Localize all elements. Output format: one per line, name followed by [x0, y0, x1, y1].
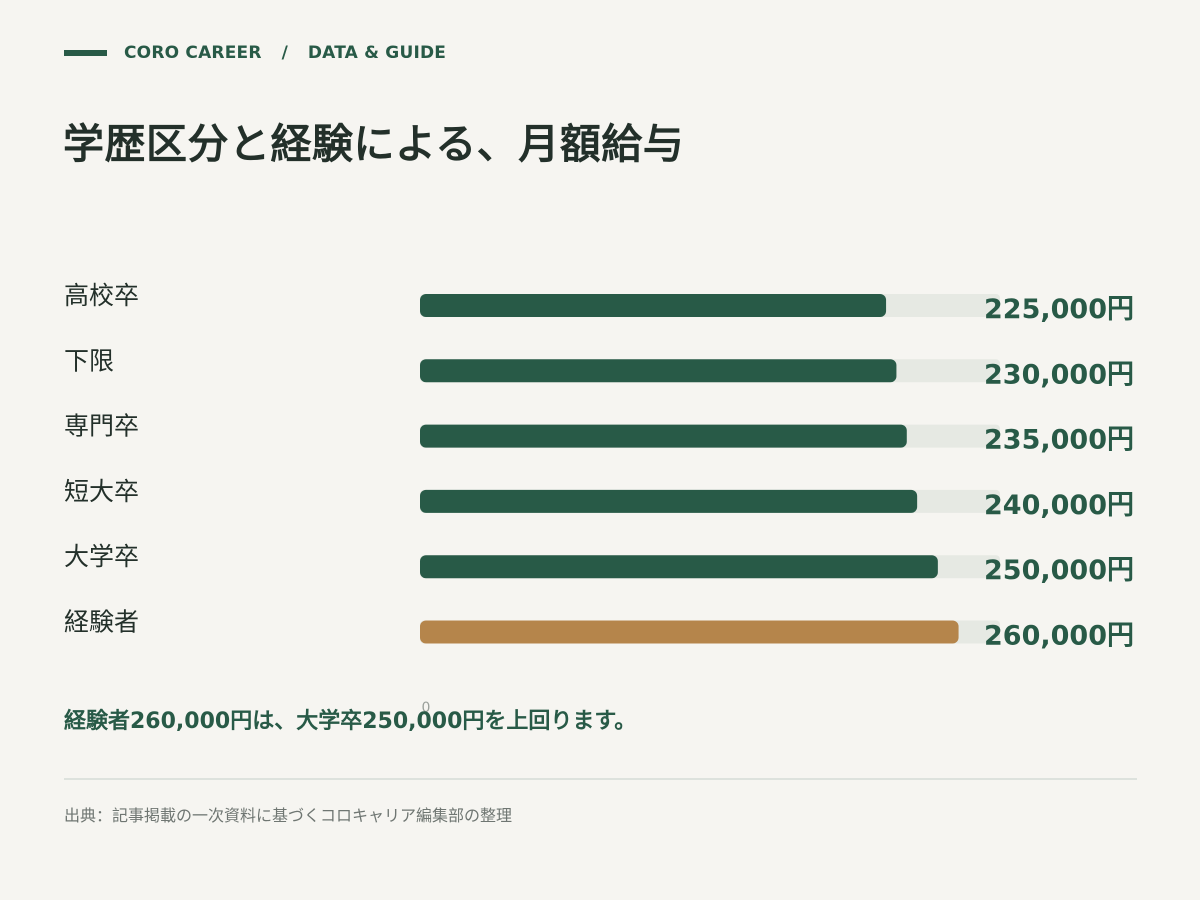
bar-4: [420, 489, 918, 513]
chart-note: 経験者260,000円は、大学卒250,000円を上回ります。: [64, 709, 637, 734]
divider: [64, 778, 1137, 780]
bar-1: [420, 294, 887, 317]
category-label: 経験者: [64, 608, 139, 637]
bar-2: [420, 359, 897, 383]
value-label: 260,000円: [984, 621, 1134, 652]
section-name: DATA & GUIDE: [307, 43, 447, 63]
category-label: 大学卒: [64, 542, 139, 571]
bar-5: [420, 555, 938, 579]
header-accent-line: [64, 50, 107, 56]
brand-name: CORO CAREER: [124, 43, 262, 63]
value-label: 250,000円: [984, 555, 1134, 586]
header: CORO CAREER / DATA & GUIDE: [64, 42, 446, 64]
bar-6: [420, 620, 959, 644]
category-label: 専門卒: [64, 412, 139, 441]
category-label: 高校卒: [64, 281, 139, 310]
value-label: 230,000円: [984, 359, 1134, 390]
bar-3: [420, 424, 907, 448]
header-separator: /: [281, 43, 288, 63]
category-label: 短大卒: [64, 477, 139, 506]
category-label: 下限: [64, 346, 114, 375]
value-label: 225,000円: [984, 294, 1134, 325]
value-label: 235,000円: [984, 425, 1134, 456]
value-label: 240,000円: [984, 490, 1134, 521]
source-text: 出典：記事掲載の一次資料に基づくコロキャリア編集部の整理: [64, 806, 513, 825]
axis-tick-zero: 0: [422, 700, 431, 716]
page-title: 学歴区分と経験による、月額給与: [63, 120, 685, 168]
